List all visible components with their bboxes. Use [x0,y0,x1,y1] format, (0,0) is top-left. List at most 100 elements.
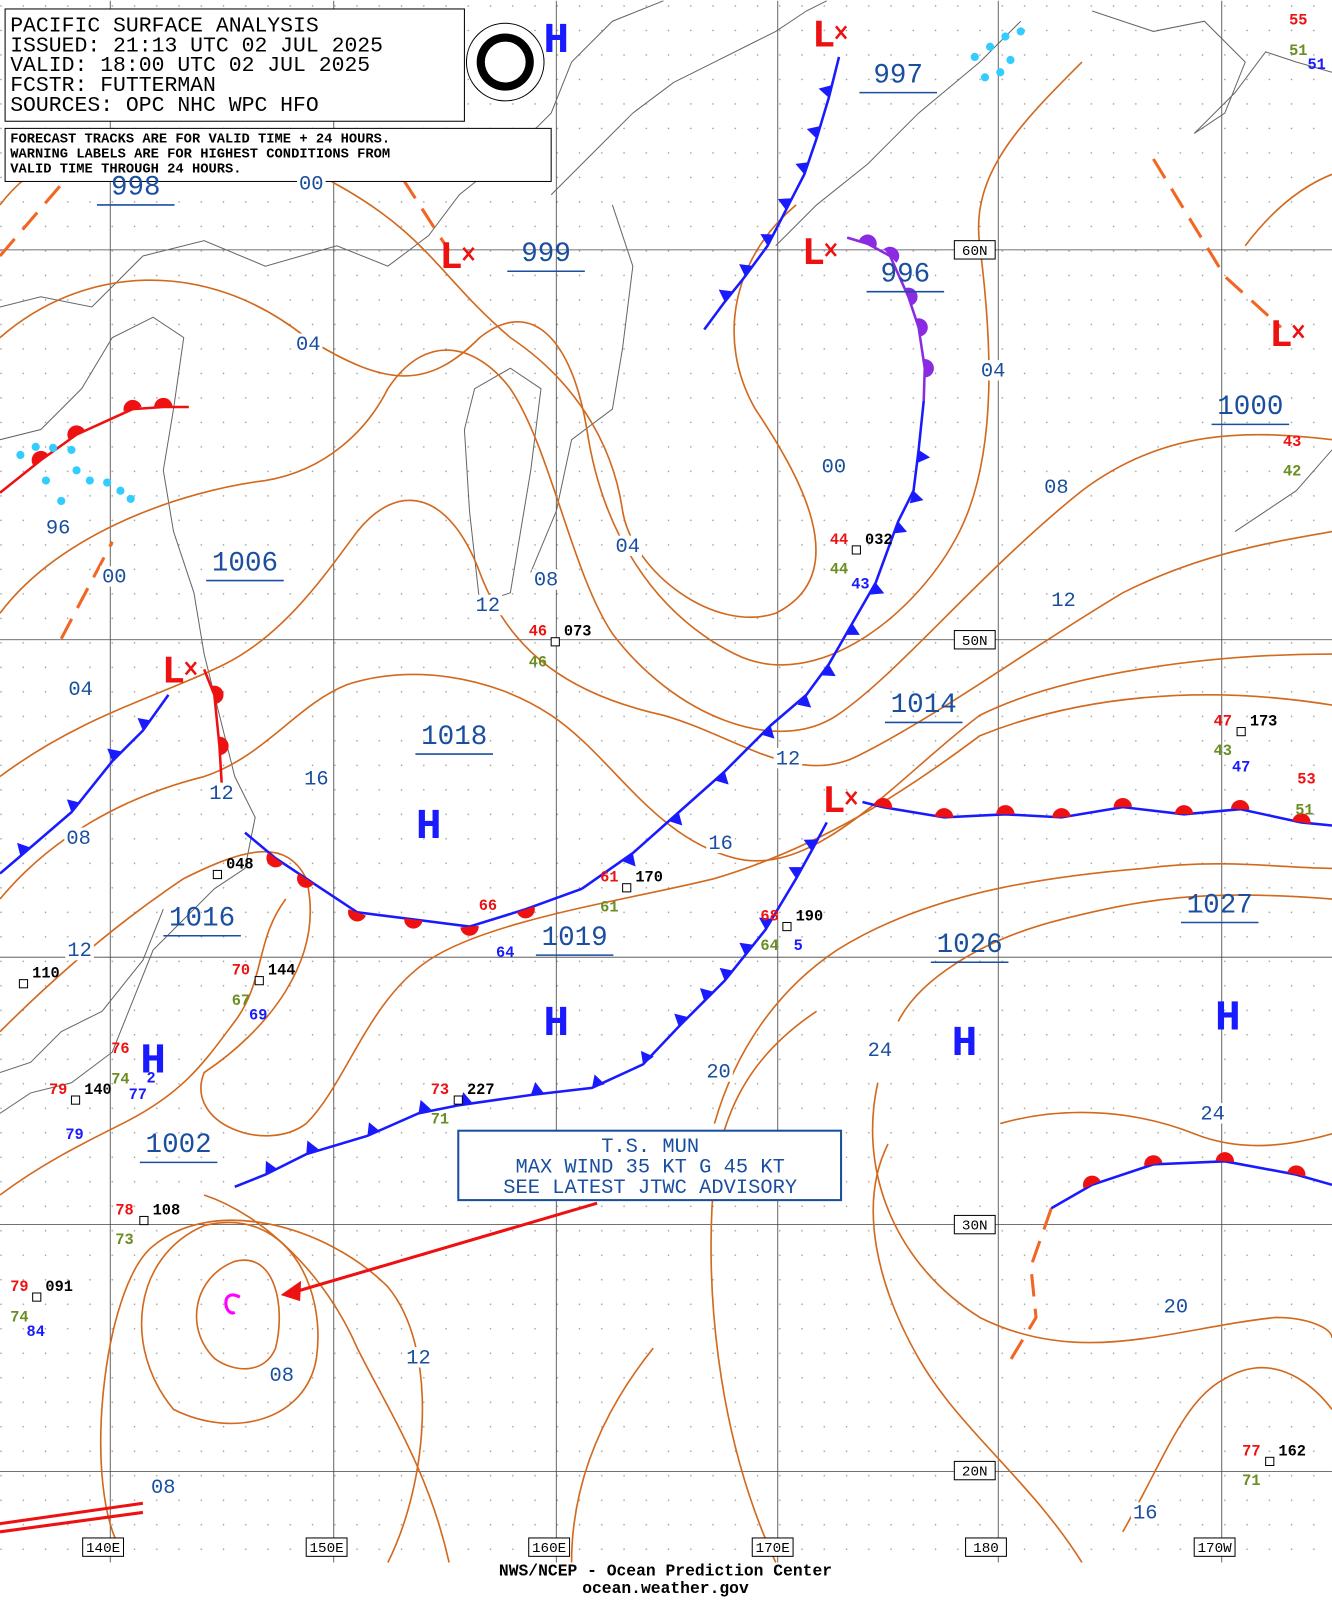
isobar-label-bg [706,832,735,854]
grid-label-box [82,1537,125,1557]
storm-line: SEE LATEST JTWC ADVISORY [503,1177,797,1200]
isobar-label-bg [473,594,503,616]
isobar-label: 20 [1164,1296,1189,1319]
isobar-label-bg [865,1039,895,1061]
station-label: 227 [467,1081,495,1099]
pressure-label: 1016 [169,904,235,935]
cyclone-symbol [224,1293,241,1315]
station-label: 5 [794,937,803,955]
station-label: 42 [1283,462,1301,480]
pressure-label: 1002 [146,1130,212,1161]
isobar-label: 24 [1200,1103,1225,1126]
station-label: 71 [431,1111,449,1129]
high-center: H [1215,994,1241,1043]
pressure-label: 1014 [891,690,957,721]
isobar-label: 20 [706,1062,731,1085]
station-marker [70,1095,81,1105]
station-label: 64 [760,937,778,955]
arrow-head [280,1280,302,1302]
header-line: FCSTR: FUTTERMAN [10,74,216,98]
grid-label: 160E [532,1541,566,1557]
isobar-label-bg [65,939,94,961]
station-label: 51 [1308,56,1326,74]
station-label: 69 [249,1006,267,1024]
station-label: 70 [232,962,250,980]
fronts [0,56,1332,1210]
isobar-label: 04 [981,360,1005,383]
station-label: 71 [1242,1472,1260,1490]
station-marker [139,1215,149,1226]
pressure-label: 997 [873,60,923,91]
isobar-label: 00 [822,456,846,479]
header-line: PACIFIC SURFACE ANALYSIS [10,14,319,38]
double-line [0,1501,144,1534]
station-label: 190 [796,907,824,925]
isobar-label: 96 [46,518,71,541]
isobar-label: 00 [299,174,324,197]
low-x [184,661,197,676]
isobar-label: 12 [476,595,501,618]
pressure-label: 998 [111,173,161,204]
station-label: 162 [1278,1442,1306,1460]
low-center: L [822,780,845,824]
isobar-label-bg [613,535,643,557]
station-label: 67 [232,992,250,1010]
note-box [4,127,552,182]
isobar-label: 12 [406,1347,431,1370]
isobar-label: 04 [68,679,93,702]
grid-label: 170E [756,1541,790,1557]
isobar-label: 04 [615,536,640,559]
station-label: 61 [600,869,618,887]
isobar-label: 16 [708,833,733,856]
isobar-label: 08 [66,828,91,851]
footer-line: ocean.weather.gov [582,1579,749,1598]
grid-label-box [751,1537,794,1557]
station-label: 79 [10,1278,28,1296]
isobar-label-bg [1049,589,1078,611]
header-box [4,8,465,122]
station-label: 032 [865,531,893,549]
station-label: 77 [1242,1442,1260,1460]
pressure-label: 1027 [1187,890,1253,921]
low-x [845,791,858,805]
station-marker [782,921,792,932]
isobar-label-bg [302,768,331,789]
isobar-label-bg [1042,476,1071,497]
isobar-label-bg [773,747,803,769]
isobar-label: 08 [534,570,558,593]
station-label: 110 [32,965,60,983]
pressure-label: 1019 [542,923,608,954]
grid-label-box [965,1537,1007,1557]
isobar-label: 12 [776,748,800,771]
isobar-label-bg [1161,1296,1191,1317]
station-label: 79 [65,1126,83,1144]
station-label: 144 [268,962,296,980]
station-label: 173 [1250,712,1278,730]
station-marker [550,637,560,647]
note-line: FORECAST TRACKS ARE FOR VALID TIME + 24 … [10,133,390,148]
high-center: H [543,999,569,1048]
pressure-label: 1000 [1217,392,1283,423]
isobar-label-bg [43,517,73,538]
storm-line: T.S. MUN [601,1136,699,1159]
isobar-label: 04 [296,334,321,357]
station-label: 76 [111,1040,129,1058]
station-label: 77 [129,1086,147,1104]
isobar-label-bg [1130,1502,1160,1523]
station-label: 170 [635,869,663,887]
station-label: 74 [10,1309,28,1327]
station-label: 44 [830,560,848,578]
pressure-label: 1006 [212,548,278,579]
isobar-label-bg [704,1061,733,1082]
storm-box [457,1129,843,1202]
grid-label-box [953,1460,996,1481]
station-marker [1265,1456,1275,1466]
isobar-label: 12 [209,783,233,806]
grid-label-box [953,630,996,650]
station-label: 108 [153,1201,181,1219]
grid-label-box [953,1214,996,1235]
grid-label-box [528,1537,571,1557]
pressure-label: 999 [521,239,571,270]
note-line: VALID TIME THROUGH 24 HOURS. [10,162,241,177]
